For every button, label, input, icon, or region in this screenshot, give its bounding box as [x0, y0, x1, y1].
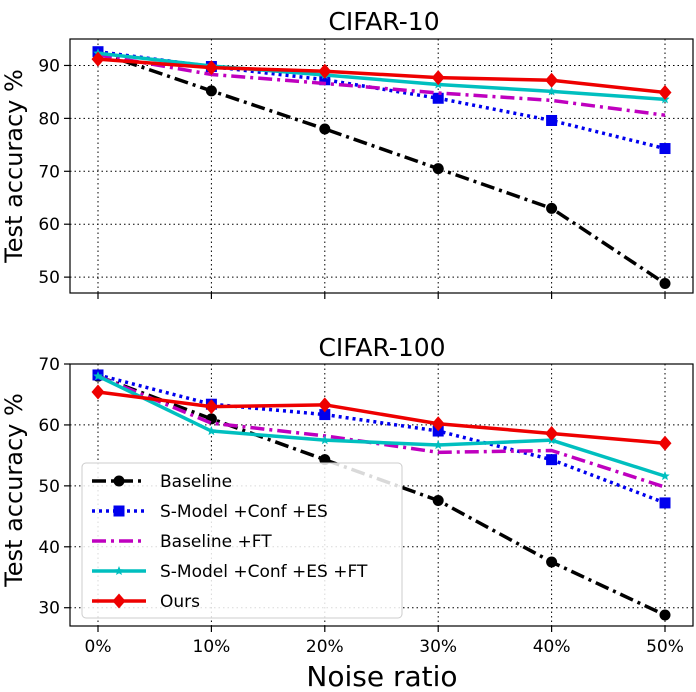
- legend-item-baseline-ft: Baseline +FT: [92, 532, 272, 552]
- legend-label-baseline: Baseline: [160, 472, 232, 492]
- cifar10-series-ours-point-3: [431, 70, 445, 86]
- cifar10-ylabel: Test accuracy %: [0, 69, 28, 264]
- cifar100-ytick-label-0: 30: [38, 599, 60, 619]
- legend: Baseline S-Model +Conf +ES Baseline +FT S-M…: [81, 462, 403, 619]
- cifar100-ticks: 0% 10% 20% 30% 40% 50% 30 40 50 60 70: [38, 355, 684, 657]
- cifar10-ytick-label-4: 90: [38, 56, 60, 76]
- cifar10-series-ours-point-2: [318, 63, 332, 79]
- cifar100-xtick-label-5: 50%: [646, 637, 684, 657]
- cifar10-series-s-model-conf-es-point-3: [432, 92, 444, 104]
- cifar100-series-s-model-conf-es-ft-line: [97, 374, 666, 478]
- cifar100-series-ours-point-2: [318, 397, 332, 413]
- cifar10-ytick-label-3: 80: [38, 109, 60, 129]
- cifar100-series-s-model-conf-es-ft-point-5: [660, 471, 670, 481]
- cifar100-series-ours-point-3: [431, 416, 445, 432]
- cifar10-series-baseline-point-3: [432, 163, 444, 175]
- legend-label-baseline-ft: Baseline +FT: [160, 532, 272, 552]
- legend-label-ours: Ours: [160, 592, 200, 612]
- cifar10-ytick-label-2: 70: [38, 162, 60, 182]
- cifar100-series-ours-point-0: [91, 384, 105, 400]
- legend-item-s-model-conf-es-ft: S-Model +Conf +ES +FT: [92, 562, 368, 582]
- legend-label-s-model-conf-es: S-Model +Conf +ES: [160, 502, 328, 522]
- cifar10-series-baseline-point-1: [205, 85, 217, 97]
- cifar10-series-s-model-conf-es-ft-point-4: [546, 86, 557, 96]
- cifar10-series-s-model-conf-es-ft-line: [97, 51, 666, 102]
- legend-box: [81, 462, 403, 619]
- cifar100-series-s-model-conf-es-point-2: [319, 409, 331, 421]
- cifar10-series-baseline-point-2: [319, 123, 331, 135]
- cifar10-series: [91, 46, 672, 289]
- cifar10-ytick-label-1: 60: [38, 215, 60, 235]
- cifar100-xtick-label-1: 10%: [193, 637, 231, 657]
- cifar10-series-s-model-conf-es-point-4: [546, 114, 558, 126]
- legend-marker-s-model-conf-es-ft: [114, 566, 124, 576]
- cifar10-series-ours-point-1: [204, 60, 218, 76]
- cifar100-series-baseline-point-5: [659, 609, 671, 621]
- cifar100-ylabel: Test accuracy %: [0, 393, 28, 588]
- legend-marker-baseline: [113, 475, 125, 487]
- cifar100-ytick-label-2: 50: [38, 477, 60, 497]
- cifar10-series-ours-point-4: [545, 72, 559, 88]
- cifar100-title: CIFAR-100: [318, 333, 445, 362]
- cifar100-series-baseline-ft-line: [97, 374, 666, 489]
- cifar10-panel: CIFAR-10 Test accuracy % 50 60 70 80 90: [0, 7, 694, 299]
- cifar10-plot-frame: [69, 38, 694, 294]
- legend-item-baseline: Baseline: [92, 472, 232, 492]
- cifar100-series-baseline-point-2: [319, 454, 331, 466]
- cifar100-series-ours-point-4: [545, 425, 559, 441]
- cifar100-ytick-label-1: 40: [38, 538, 60, 558]
- legend-item-s-model-conf-es: S-Model +Conf +ES: [92, 502, 328, 522]
- cifar10-ytick-label-0: 50: [38, 268, 60, 288]
- cifar100-series-baseline-point-3: [432, 494, 444, 506]
- cifar100-series-s-model-conf-es-ft-point-0: [93, 371, 103, 381]
- cifar100-series-s-model-conf-es-point-4: [546, 454, 558, 466]
- legend-marker-ours: [112, 593, 126, 609]
- cifar10-ticks: 50 60 70 80 90: [38, 56, 666, 299]
- cifar100-plot-frame: [69, 363, 694, 627]
- legend-marker-s-model-conf-es: [113, 505, 125, 517]
- cifar100-series-baseline-ft: [97, 374, 666, 489]
- cifar10-series-ours-point-0: [91, 51, 105, 67]
- cifar10-series-ours: [91, 51, 672, 100]
- cifar10-series-s-model-conf-es-line: [97, 49, 666, 151]
- cifar100-xtick-label-4: 40%: [533, 637, 571, 657]
- x-axis-label: Noise ratio: [306, 660, 457, 692]
- legend-label-s-model-conf-es-ft: S-Model +Conf +ES +FT: [160, 562, 368, 582]
- cifar10-grid: [70, 39, 693, 293]
- legend-item-ours: Ours: [92, 592, 200, 612]
- cifar10-series-baseline-point-4: [546, 202, 558, 214]
- cifar100-series-s-model-conf-es-ft-point-3: [433, 440, 443, 450]
- cifar10-series-baseline-line: [97, 50, 666, 285]
- cifar100-series-s-model-conf-es-ft-point-2: [320, 435, 330, 445]
- cifar10-series-baseline: [92, 46, 671, 289]
- cifar100-xtick-label-2: 20%: [306, 637, 344, 657]
- cifar100-series-s-model-conf-es-point-5: [659, 497, 671, 509]
- cifar10-title: CIFAR-10: [328, 7, 439, 36]
- cifar100-series-s-model-conf-es-line: [97, 373, 666, 505]
- cifar100-series-ours-point-5: [658, 435, 672, 451]
- cifar100-panel: CIFAR-100 Test accuracy % 0% 10% 20% 30% 40%…: [0, 333, 694, 657]
- cifar10-series-s-model-conf-es-point-5: [659, 143, 671, 155]
- cifar100-xtick-label-3: 30%: [419, 637, 457, 657]
- cifar100-series-baseline-point-4: [546, 556, 558, 568]
- cifar100-series-ours-point-1: [204, 399, 218, 415]
- cifar10-series-s-model-conf-es-point-2: [319, 74, 331, 86]
- cifar100-series-ours-line: [97, 390, 666, 445]
- cifar100-ytick-label-3: 60: [38, 416, 60, 436]
- cifar10-series-ours-line: [97, 57, 666, 95]
- cifar100-xtick-label-0: 0%: [85, 637, 112, 657]
- cifar100-ytick-label-4: 70: [38, 355, 60, 375]
- cifar100-series-ours: [91, 384, 672, 451]
- cifar100-series-s-model-conf-es-ft-point-1: [206, 426, 217, 436]
- cifar10-series-ours-point-5: [658, 84, 672, 100]
- cifar10-series-baseline-point-5: [659, 277, 671, 289]
